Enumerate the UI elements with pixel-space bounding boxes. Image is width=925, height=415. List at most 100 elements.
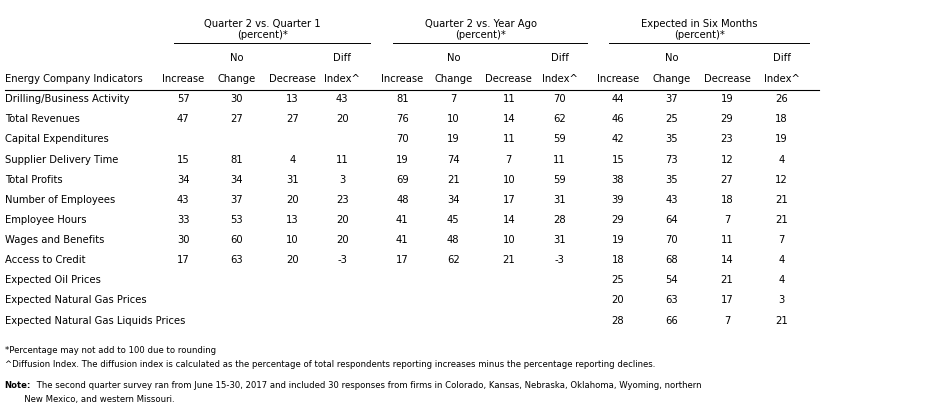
Text: 25: 25: [665, 114, 678, 124]
Text: 42: 42: [611, 134, 624, 144]
Text: 34: 34: [230, 175, 243, 185]
Text: 43: 43: [177, 195, 190, 205]
Text: 10: 10: [447, 114, 460, 124]
Text: Increase: Increase: [162, 74, 204, 84]
Text: 48: 48: [447, 235, 460, 245]
Text: 35: 35: [665, 134, 678, 144]
Text: Diff: Diff: [333, 53, 352, 63]
Text: Wages and Benefits: Wages and Benefits: [5, 235, 104, 245]
Text: 21: 21: [447, 175, 460, 185]
Text: Change: Change: [217, 74, 256, 84]
Text: 81: 81: [396, 94, 409, 104]
Text: 23: 23: [721, 134, 734, 144]
Text: 43: 43: [336, 94, 349, 104]
Text: The second quarter survey ran from June 15-30, 2017 and included 30 responses fr: The second quarter survey ran from June …: [34, 381, 702, 390]
Text: 63: 63: [230, 255, 243, 265]
Text: 43: 43: [665, 195, 678, 205]
Text: 13: 13: [286, 94, 299, 104]
Text: No: No: [447, 53, 460, 63]
Text: Increase: Increase: [597, 74, 639, 84]
Text: Capital Expenditures: Capital Expenditures: [5, 134, 108, 144]
Text: 31: 31: [553, 235, 566, 245]
Text: 70: 70: [396, 134, 409, 144]
Text: 41: 41: [396, 235, 409, 245]
Text: Quarter 2 vs. Quarter 1
(percent)*: Quarter 2 vs. Quarter 1 (percent)*: [204, 19, 321, 40]
Text: *Percentage may not add to 100 due to rounding: *Percentage may not add to 100 due to ro…: [5, 346, 216, 355]
Text: -3: -3: [338, 255, 347, 265]
Text: 19: 19: [447, 134, 460, 144]
Text: 7: 7: [779, 235, 784, 245]
Text: 21: 21: [775, 215, 788, 225]
Text: 30: 30: [230, 94, 243, 104]
Text: 17: 17: [396, 255, 409, 265]
Text: 18: 18: [775, 114, 788, 124]
Text: Quarter 2 vs. Year Ago
(percent)*: Quarter 2 vs. Year Ago (percent)*: [425, 19, 537, 40]
Text: 59: 59: [553, 175, 566, 185]
Text: 11: 11: [336, 155, 349, 165]
Text: 34: 34: [447, 195, 460, 205]
Text: 26: 26: [775, 94, 788, 104]
Text: 54: 54: [665, 276, 678, 286]
Text: 63: 63: [665, 295, 678, 305]
Text: 3: 3: [779, 295, 784, 305]
Text: 46: 46: [611, 114, 624, 124]
Text: 10: 10: [502, 235, 515, 245]
Text: 10: 10: [286, 235, 299, 245]
Text: 27: 27: [230, 114, 243, 124]
Text: Index^: Index^: [325, 74, 360, 84]
Text: 25: 25: [611, 276, 624, 286]
Text: 37: 37: [230, 195, 243, 205]
Text: 70: 70: [665, 235, 678, 245]
Text: 19: 19: [396, 155, 409, 165]
Text: 27: 27: [721, 175, 734, 185]
Text: Access to Credit: Access to Credit: [5, 255, 85, 265]
Text: 7: 7: [724, 215, 730, 225]
Text: 20: 20: [286, 195, 299, 205]
Text: 11: 11: [721, 235, 734, 245]
Text: 41: 41: [396, 215, 409, 225]
Text: Expected Natural Gas Prices: Expected Natural Gas Prices: [5, 295, 146, 305]
Text: 7: 7: [724, 315, 730, 326]
Text: 11: 11: [502, 134, 515, 144]
Text: -3: -3: [555, 255, 564, 265]
Text: Note:: Note:: [5, 381, 31, 390]
Text: 12: 12: [775, 175, 788, 185]
Text: 23: 23: [336, 195, 349, 205]
Text: 21: 21: [721, 276, 734, 286]
Text: 74: 74: [447, 155, 460, 165]
Text: 15: 15: [177, 155, 190, 165]
Text: ^Diffusion Index. The diffusion index is calculated as the percentage of total r: ^Diffusion Index. The diffusion index is…: [5, 360, 655, 369]
Text: Employee Hours: Employee Hours: [5, 215, 86, 225]
Text: 47: 47: [177, 114, 190, 124]
Text: Index^: Index^: [764, 74, 799, 84]
Text: 59: 59: [553, 134, 566, 144]
Text: 12: 12: [721, 155, 734, 165]
Text: 11: 11: [502, 94, 515, 104]
Text: Diff: Diff: [772, 53, 791, 63]
Text: 3: 3: [339, 175, 345, 185]
Text: 28: 28: [553, 215, 566, 225]
Text: 39: 39: [611, 195, 624, 205]
Text: 11: 11: [553, 155, 566, 165]
Text: 38: 38: [611, 175, 624, 185]
Text: 81: 81: [230, 155, 243, 165]
Text: 73: 73: [665, 155, 678, 165]
Text: 45: 45: [447, 215, 460, 225]
Text: 21: 21: [775, 315, 788, 326]
Text: 31: 31: [553, 195, 566, 205]
Text: 20: 20: [336, 215, 349, 225]
Text: 35: 35: [665, 175, 678, 185]
Text: 69: 69: [396, 175, 409, 185]
Text: Decrease: Decrease: [269, 74, 315, 84]
Text: 21: 21: [502, 255, 515, 265]
Text: Expected Oil Prices: Expected Oil Prices: [5, 276, 101, 286]
Text: 20: 20: [611, 295, 624, 305]
Text: Supplier Delivery Time: Supplier Delivery Time: [5, 155, 118, 165]
Text: Increase: Increase: [381, 74, 424, 84]
Text: 29: 29: [611, 215, 624, 225]
Text: 4: 4: [779, 155, 784, 165]
Text: 76: 76: [396, 114, 409, 124]
Text: 10: 10: [502, 175, 515, 185]
Text: Decrease: Decrease: [704, 74, 750, 84]
Text: No: No: [230, 53, 243, 63]
